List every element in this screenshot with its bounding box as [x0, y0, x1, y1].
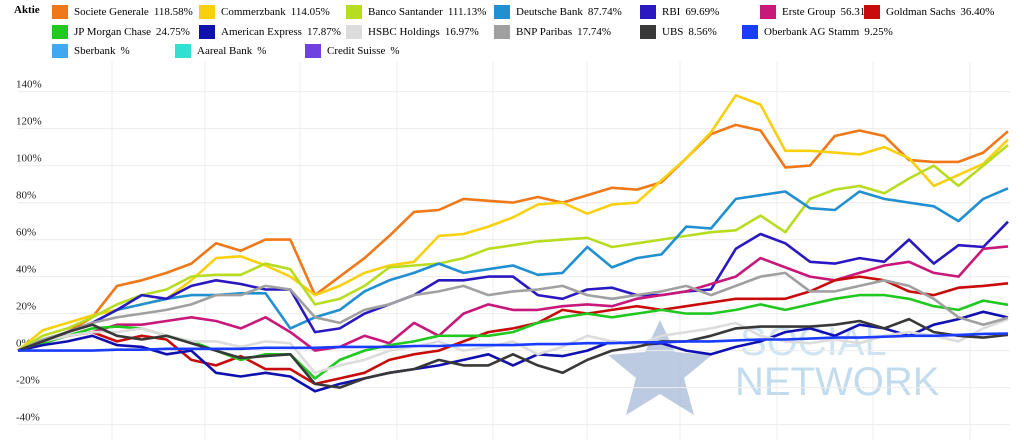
legend-entry[interactable]: BNP Paribas 17.74%	[494, 24, 611, 40]
legend-value: %	[120, 45, 130, 57]
legend-swatch	[494, 25, 510, 39]
legend-value: 118.58%	[153, 6, 193, 18]
legend-entry[interactable]: Goldman Sachs 36.40%	[864, 4, 994, 20]
legend-swatch	[199, 25, 215, 39]
legend-entry[interactable]: Oberbank AG Stamm 9.25%	[742, 24, 893, 40]
legend-value: 111.13%	[447, 6, 487, 18]
legend-swatch	[346, 25, 362, 39]
legend-name: BNP Paribas	[516, 26, 573, 38]
legend-swatch	[175, 44, 191, 58]
y-tick-label: 20%	[16, 301, 36, 313]
legend-name: Banco Santander	[368, 6, 443, 18]
legend-swatch	[640, 5, 656, 19]
legend-swatch	[199, 5, 215, 19]
legend-entry[interactable]: HSBC Holdings 16.97%	[346, 24, 479, 40]
legend-swatch	[640, 25, 656, 39]
y-tick-label: -40%	[16, 412, 40, 424]
legend-name: Aareal Bank	[197, 45, 253, 57]
legend-name: HSBC Holdings	[368, 26, 440, 38]
legend-entry[interactable]: RBI 69.69%	[640, 4, 719, 20]
series-line	[17, 187, 1009, 352]
legend-entry[interactable]: Credit Suisse%	[305, 43, 400, 59]
legend-name: UBS	[662, 26, 684, 38]
legend-value: 9.25%	[864, 26, 893, 38]
legend-value: 87.74%	[587, 6, 622, 18]
legend-swatch	[760, 5, 776, 19]
watermark-text: NETWORK	[735, 360, 940, 404]
legend-entry[interactable]: JP Morgan Chase 24.75%	[52, 24, 190, 40]
legend-value: 16.97%	[444, 26, 479, 38]
legend-swatch	[52, 25, 68, 39]
legend-entry[interactable]: Societe Generale 118.58%	[52, 4, 193, 20]
legend-name: JP Morgan Chase	[74, 26, 151, 38]
y-tick-label: -20%	[16, 375, 40, 387]
legend-name: Sberbank	[74, 45, 116, 57]
legend-entry[interactable]: Erste Group 56.31%	[760, 4, 874, 20]
legend-value: 17.87%	[306, 26, 341, 38]
legend-entry[interactable]: Deutsche Bank 87.74%	[494, 4, 622, 20]
series-line	[17, 94, 1009, 352]
legend-name: Deutsche Bank	[516, 6, 583, 18]
v-grid	[111, 62, 971, 440]
series-line	[17, 123, 1009, 352]
y-tick-label: 60%	[16, 227, 36, 239]
legend-name: RBI	[662, 6, 681, 18]
y-tick-label: 120%	[16, 116, 42, 128]
legend-swatch	[346, 5, 362, 19]
legend-entry[interactable]: Banco Santander 111.13%	[346, 4, 486, 20]
lines	[17, 94, 1009, 393]
legend-value: 24.75%	[156, 26, 190, 38]
legend-entry[interactable]: UBS 8.56%	[640, 24, 717, 40]
legend-swatch	[305, 44, 321, 58]
legend-value: %	[390, 45, 400, 57]
legend-entry[interactable]: Aareal Bank%	[175, 43, 266, 59]
y-tick-label: 80%	[16, 190, 36, 202]
legend-name: Credit Suisse	[327, 45, 386, 57]
legend-value: 114.05%	[290, 6, 330, 18]
legend-swatch	[52, 5, 68, 19]
legend-value: 69.69%	[685, 6, 720, 18]
series-line	[17, 310, 1009, 393]
legend: Aktie Societe Generale 118.58% Commerzbank…	[0, 0, 1024, 62]
legend-entry[interactable]: American Express 17.87%	[199, 24, 341, 40]
legend-name: Oberbank AG Stamm	[764, 26, 860, 38]
watermark-star	[608, 320, 712, 415]
legend-value: 36.40%	[960, 6, 995, 18]
series-line	[17, 144, 1009, 352]
y-tick-label: 140%	[16, 79, 42, 91]
legend-name: American Express	[221, 26, 302, 38]
y-tick-label: 40%	[16, 264, 36, 276]
legend-name: Societe Generale	[74, 6, 149, 18]
legend-name: Erste Group	[782, 6, 836, 18]
legend-header: Aktie	[14, 4, 40, 16]
legend-entry[interactable]: Sberbank%	[52, 43, 130, 59]
legend-swatch	[864, 5, 880, 19]
series-line	[17, 317, 1009, 389]
legend-entry[interactable]: Commerzbank 114.05%	[199, 4, 330, 20]
series-line	[18, 332, 1009, 352]
legend-name: Goldman Sachs	[886, 6, 956, 18]
legend-swatch	[52, 44, 68, 58]
series-line	[17, 271, 1009, 352]
legend-name: Commerzbank	[221, 6, 286, 18]
y-tick-label: 100%	[16, 153, 42, 165]
legend-swatch	[494, 5, 510, 19]
legend-value: %	[257, 45, 267, 57]
legend-value: 8.56%	[688, 26, 717, 38]
legend-value: 17.74%	[577, 26, 612, 38]
legend-swatch	[742, 25, 758, 39]
series-line	[17, 220, 1009, 352]
